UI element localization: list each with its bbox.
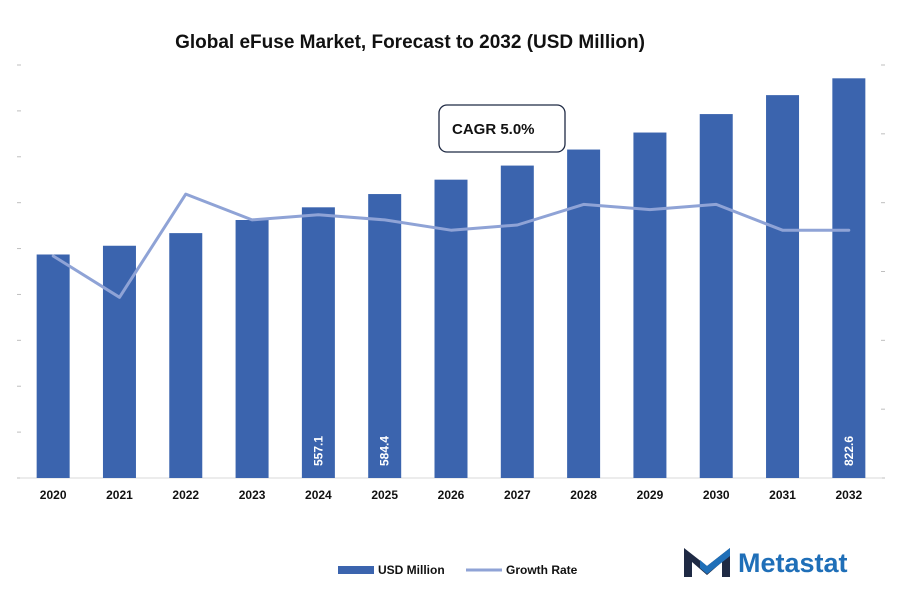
- legend-label-usd-million: USD Million: [378, 563, 445, 577]
- bar-2029: [633, 132, 667, 478]
- bar-series: [36, 78, 866, 479]
- cagr-callout: CAGR 5.0%: [438, 104, 566, 153]
- bar-2020: [36, 254, 70, 478]
- x-tick-label-2020: 2020: [40, 488, 67, 502]
- x-tick-label-2027: 2027: [504, 488, 531, 502]
- bar-2030: [699, 114, 733, 478]
- growth-rate-line: [51, 192, 851, 299]
- bar-2026: [434, 179, 468, 479]
- right-axis-ticks: [881, 64, 885, 479]
- x-axis-tick-labels: 2020 2021 2022 2023 2024 2025 2026 2027 2028 2029…: [40, 488, 863, 502]
- cagr-label: CAGR 5.0%: [452, 121, 535, 138]
- metastat-m-logo-icon: [684, 548, 730, 577]
- bar-2022: [169, 233, 203, 478]
- cagr-box: [438, 104, 566, 153]
- x-tick-label-2026: 2026: [438, 488, 465, 502]
- bar-2023: [235, 219, 269, 479]
- bar-2031: [766, 95, 800, 479]
- x-tick-label-2029: 2029: [637, 488, 664, 502]
- x-tick-label-2032: 2032: [835, 488, 862, 502]
- x-tick-label-2024: 2024: [305, 488, 332, 502]
- legend-label-growth-rate: Growth Rate: [506, 563, 578, 577]
- brand-name: Metastat: [738, 548, 848, 578]
- bar-2024: [301, 207, 335, 478]
- chart-title: Global eFuse Market, Forecast to 2032 (U…: [175, 32, 645, 53]
- bar-2025: [368, 194, 402, 478]
- legend-swatch-usd-million: [338, 566, 374, 574]
- bar-data-label-2025: 584.4: [378, 436, 392, 466]
- x-tick-label-2030: 2030: [703, 488, 730, 502]
- legend: USD Million Growth Rate: [338, 563, 578, 577]
- x-tick-label-2021: 2021: [106, 488, 133, 502]
- bar-data-labels: 557.1 584.4 822.6: [311, 436, 855, 466]
- x-tick-label-2022: 2022: [172, 488, 199, 502]
- bar-2032: [832, 78, 866, 479]
- bar-data-label-2032: 822.6: [842, 436, 856, 466]
- left-axis-ticks: [17, 64, 21, 479]
- x-tick-label-2031: 2031: [769, 488, 796, 502]
- x-tick-label-2025: 2025: [371, 488, 398, 502]
- metastat-logo: Metastat: [684, 548, 848, 578]
- bar-2027: [500, 165, 534, 479]
- bar-2028: [567, 149, 601, 479]
- x-tick-label-2023: 2023: [239, 488, 266, 502]
- bar-2021: [102, 245, 136, 478]
- bar-data-label-2024: 557.1: [311, 436, 325, 466]
- x-tick-label-2028: 2028: [570, 488, 597, 502]
